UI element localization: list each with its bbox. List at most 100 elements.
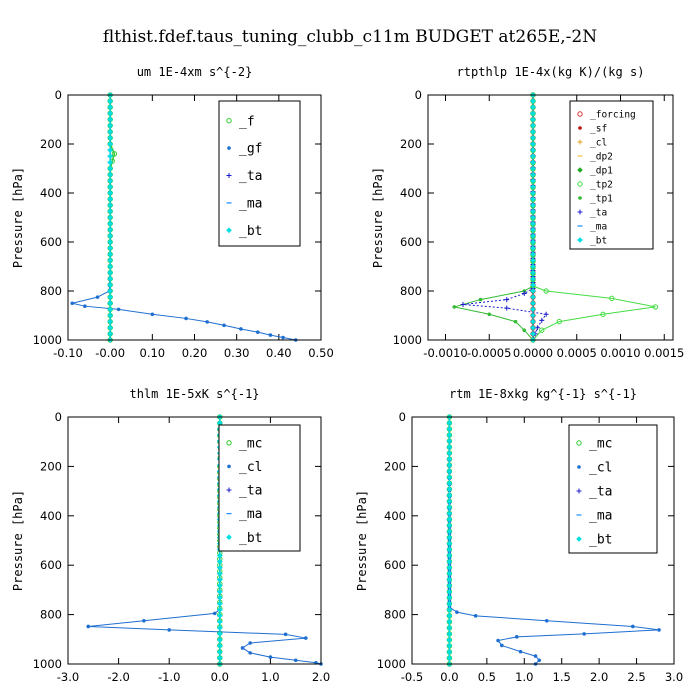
series-point (70, 301, 75, 306)
panel-2: rtpthlp 1E-4x(kg K)/(kg s) Pressure [hPa]… (371, 65, 684, 360)
panel-4-ytick-label: 0 (399, 410, 406, 424)
figure-title: flthist.fdef.taus_tuning_clubb_c11m BUDG… (103, 27, 597, 47)
panel-2-title: rtpthlp 1E-4x(kg K)/(kg s) (457, 65, 645, 79)
series-point (530, 312, 536, 319)
series-point (217, 655, 223, 661)
legend-marker (577, 209, 583, 215)
series-point (530, 251, 536, 258)
series-point (107, 171, 113, 178)
legend-marker (226, 173, 232, 178)
panel-4-ytick-label: 200 (384, 459, 406, 473)
series-point (446, 631, 453, 637)
series-point (217, 606, 223, 613)
series-point (217, 582, 223, 589)
panel-2-xtick-label: 0.0000 (513, 346, 553, 360)
series-point (142, 618, 146, 623)
legend-marker (577, 465, 581, 469)
series-point (609, 295, 615, 302)
panel-1-title: um 1E-4xm s^{-2} (137, 65, 253, 79)
panel-4-xtick-label: 1.5 (553, 670, 571, 684)
legend-label: _mc (589, 437, 612, 452)
series-point (239, 327, 243, 331)
panel-2-ytick-label: 400 (400, 186, 422, 200)
series-point (107, 177, 113, 184)
legend-marker (577, 139, 583, 145)
series-point (530, 306, 536, 313)
series-point (530, 141, 536, 147)
series-point (222, 323, 226, 328)
series-point (530, 288, 536, 294)
legend-label: _f (239, 114, 255, 129)
series-point (496, 638, 500, 643)
series-point (217, 649, 223, 655)
panel-4-ytick-label: 800 (384, 608, 406, 622)
series-point (530, 116, 536, 123)
legend-label: _cl (590, 137, 607, 148)
series-point (478, 297, 483, 302)
legend-label: _bt (590, 235, 607, 246)
series-point (446, 480, 453, 487)
series-point (446, 655, 453, 661)
series-point (293, 658, 298, 663)
series-point (455, 610, 459, 614)
panel-2-ytick-label: 1000 (393, 333, 422, 347)
series-point (304, 636, 308, 640)
panel-3-ytick-label: 800 (40, 608, 62, 622)
legend-label: _gf (239, 142, 262, 157)
series-point (107, 196, 113, 202)
series-point (446, 474, 453, 481)
panel-4-xtick-label: 2.5 (627, 670, 645, 684)
series-point (107, 116, 113, 123)
series-point (217, 420, 223, 426)
series-point (268, 655, 273, 659)
series-point (446, 576, 453, 583)
legend-marker (577, 237, 583, 243)
series-point (217, 619, 223, 625)
panel-3-ytick-label: 600 (40, 558, 62, 572)
panel-1-ytick-label: 800 (40, 284, 62, 298)
legend-marker (576, 488, 582, 494)
panel-2-xtick-label: 0.0015 (644, 346, 684, 360)
series-point (446, 600, 453, 607)
series-point (446, 492, 453, 499)
series-point (107, 257, 113, 264)
series-point (107, 110, 113, 117)
series-point (86, 624, 91, 629)
panel-4-xtick-label: 3.0 (665, 670, 683, 684)
panel-3-ytick-label: 1000 (33, 657, 62, 671)
series-point (283, 632, 288, 637)
series-point (217, 588, 223, 595)
panel-3-ytick-label: 200 (40, 459, 62, 473)
legend-box (569, 100, 654, 250)
series-point (217, 552, 223, 559)
panel-2-legend: _forcing _sf _cl _dp2 _dp1 _tp2 _tp1 _ta _ma _bt (569, 100, 654, 250)
series-point (530, 177, 536, 184)
series-point (217, 594, 223, 601)
series-point (107, 122, 113, 129)
series-point (530, 214, 536, 221)
series-point (217, 613, 223, 619)
series-point (446, 649, 453, 655)
series-point (530, 331, 536, 337)
panel-4: rtm 1E-8xkg kg^{-1} s^{-1} Pressure [hPa]… (355, 387, 683, 684)
legend-label: _ta (589, 485, 612, 500)
series-point (533, 654, 538, 658)
legend-label: _ta (239, 484, 262, 499)
series-point (107, 153, 113, 160)
series-point (107, 141, 113, 147)
series-point (530, 220, 536, 227)
series-point (150, 312, 155, 317)
panel-3-xtick-label: 1.0 (261, 670, 279, 684)
series-point (107, 214, 113, 221)
panel-2-ytick-label: 600 (400, 235, 422, 249)
series-point (543, 288, 549, 294)
legend-label: _mc (239, 436, 262, 451)
series-point (452, 305, 457, 309)
series-point (107, 226, 113, 233)
legend-label: _ta (590, 207, 607, 218)
series-point (657, 628, 661, 632)
series-point (446, 468, 453, 475)
series-point (107, 275, 113, 282)
series-point (212, 611, 217, 616)
panel-1-xtick-label: 0.20 (182, 346, 208, 360)
